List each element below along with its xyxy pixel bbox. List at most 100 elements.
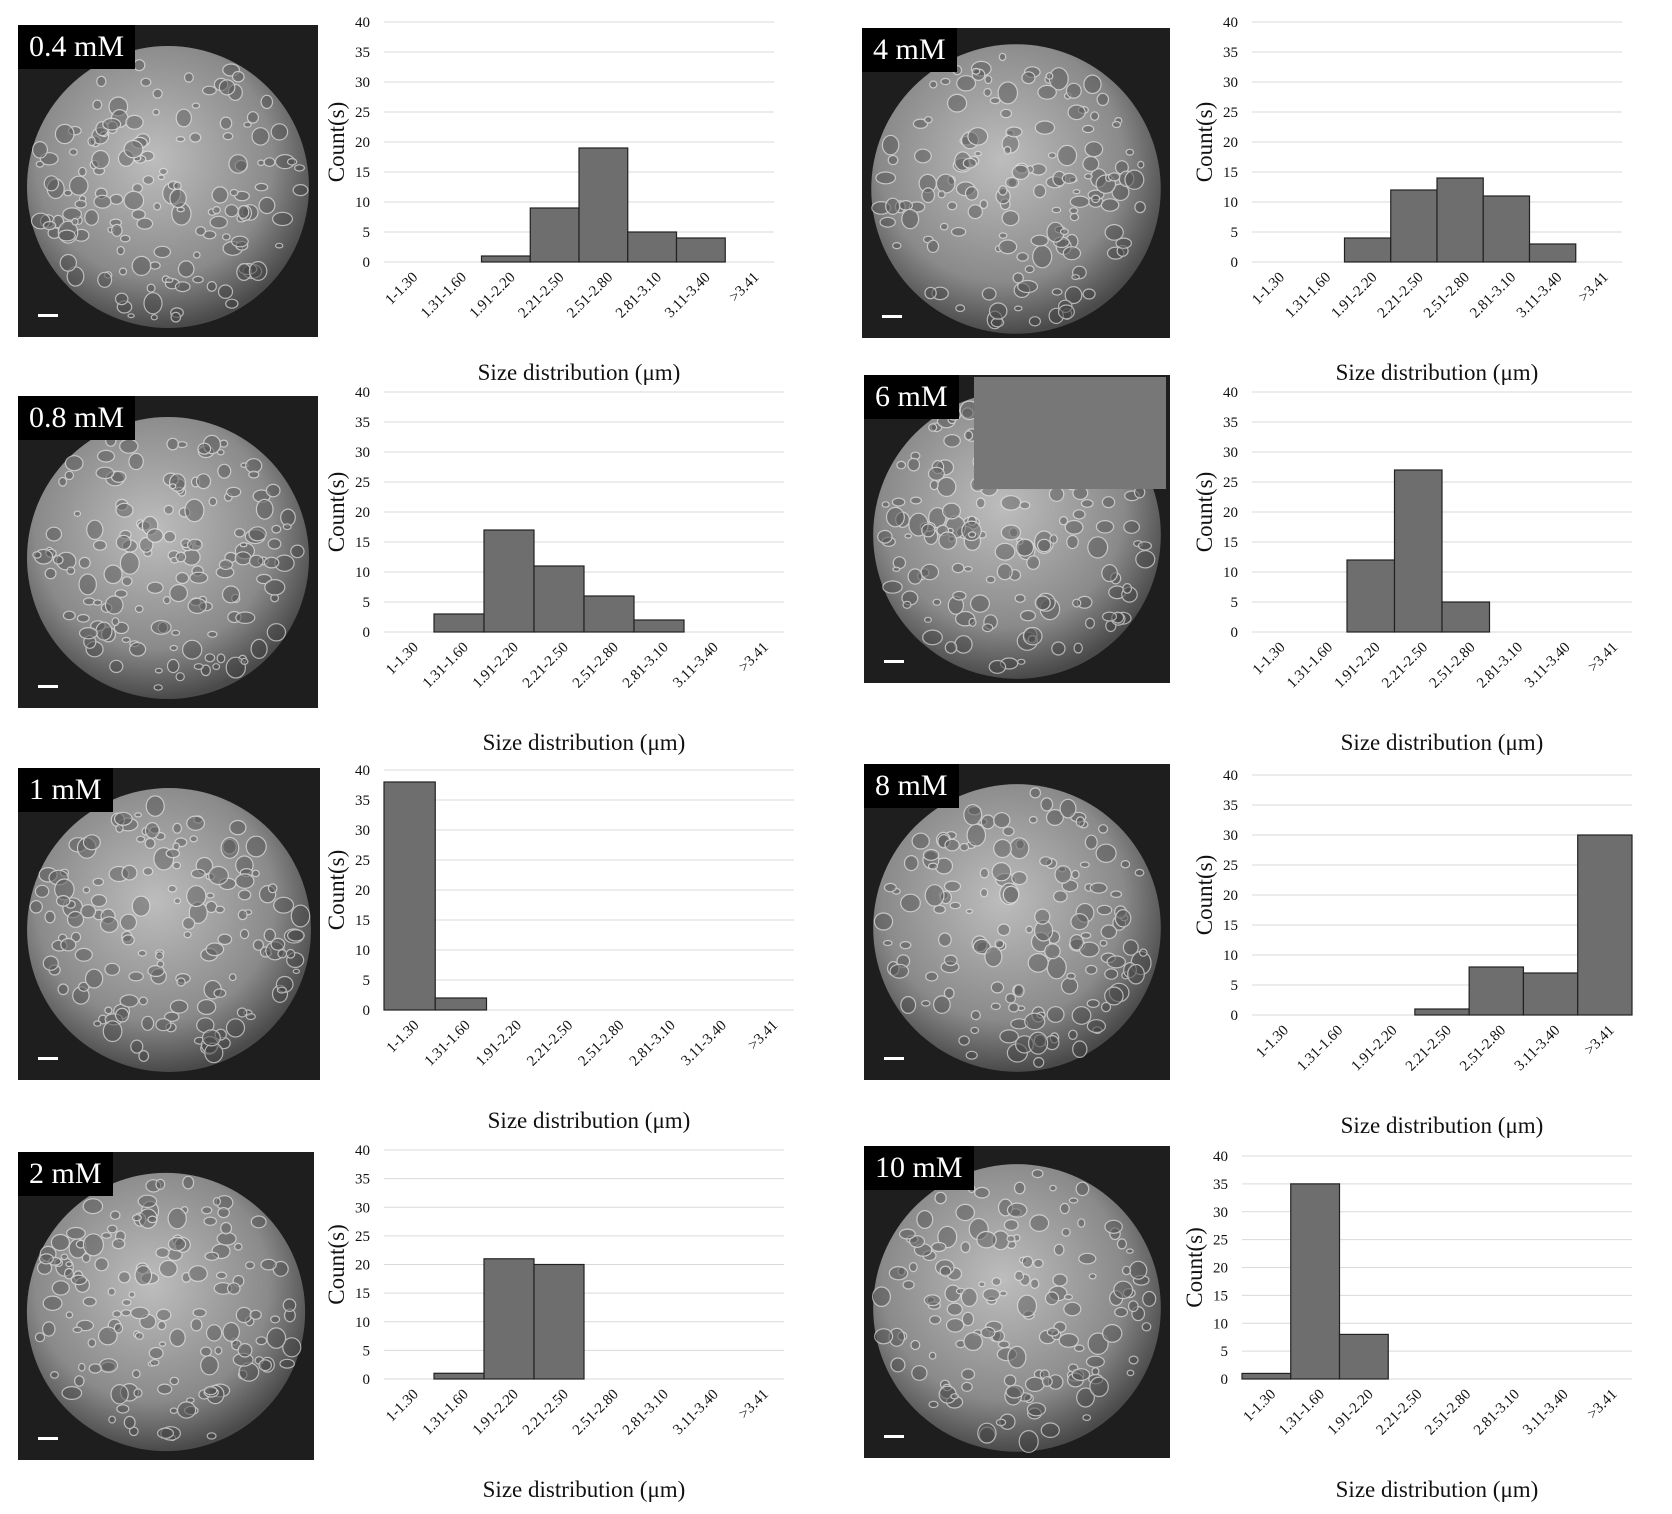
sem-image: 10 mM [864, 1146, 1170, 1458]
y-tick-label: 10 [355, 1315, 370, 1331]
y-axis-label: Count(s) [1192, 472, 1217, 553]
concentration-label: 10 mM [864, 1146, 974, 1190]
x-tick-label: >3.41 [1585, 640, 1621, 676]
y-tick-label: 15 [355, 535, 370, 551]
x-tick-label: 2.21-2.50 [520, 640, 572, 692]
x-tick-label: >3.41 [1582, 1023, 1618, 1059]
x-tick-label: >3.41 [1576, 270, 1612, 306]
y-tick-label: 15 [355, 913, 370, 929]
x-tick-label: 1.31-1.60 [420, 1387, 472, 1439]
histogram-bar [1414, 1008, 1470, 1016]
size-histogram: 0 5 10 15 20 25 30 35 40 1-1.30 1.31-1.60 1.91-2.20… [1190, 382, 1650, 762]
sem-micrograph [18, 25, 318, 337]
y-tick-label: 20 [355, 505, 370, 521]
y-tick-label: 0 [1231, 625, 1239, 641]
sem-micrograph [18, 396, 318, 708]
sem-micrograph [864, 1146, 1170, 1458]
x-tick-label: 1.91-2.20 [473, 1018, 525, 1070]
x-tick-label: >3.41 [745, 1018, 781, 1054]
y-tick-label: 5 [363, 973, 371, 989]
x-tick-label: 1.91-2.20 [467, 270, 519, 322]
histogram-bar [1436, 177, 1484, 263]
y-tick-label: 0 [363, 1003, 371, 1019]
y-tick-label: 25 [355, 1229, 370, 1245]
y-tick-label: 40 [355, 1143, 370, 1159]
y-tick-label: 35 [355, 45, 370, 61]
y-tick-label: 5 [363, 1343, 371, 1359]
x-tick-label: 2.51-2.80 [564, 270, 616, 322]
scale-bar [38, 1437, 58, 1440]
scale-bar [882, 315, 902, 318]
x-tick-label: >3.41 [736, 1387, 772, 1423]
histogram-bar [1390, 189, 1438, 263]
x-tick-label: 1.31-1.60 [422, 1018, 474, 1070]
histogram-bar [483, 1258, 535, 1380]
x-tick-label: 1-1.30 [382, 270, 421, 309]
sem-image: 8 mM [864, 764, 1170, 1080]
y-tick-label: 20 [355, 1258, 370, 1274]
histogram-svg: 0 5 10 15 20 25 30 35 40 1-1.301.31-1.601.91-2.20… [324, 1143, 784, 1502]
y-tick-label: 40 [1223, 385, 1238, 401]
scale-bar [884, 1057, 904, 1060]
histogram-bar [480, 255, 531, 263]
y-tick-label: 40 [1213, 1149, 1228, 1165]
histogram-bar [1241, 1372, 1292, 1380]
y-tick-label: 30 [355, 75, 370, 91]
y-tick-label: 40 [1223, 15, 1238, 31]
x-tick-label: 1.91-2.20 [1328, 270, 1380, 322]
x-axis-label: Size distribution (μm) [483, 1477, 686, 1502]
histogram-bar [1393, 469, 1443, 633]
y-tick-label: 5 [1231, 595, 1239, 611]
x-tick-label: 1.31-1.60 [418, 270, 470, 322]
concentration-label: 0.4 mM [18, 25, 136, 69]
x-tick-label: 1-1.30 [1249, 270, 1288, 309]
histogram-bar [1343, 237, 1392, 263]
histogram-bar [1522, 972, 1579, 1016]
x-tick-label: 2.21-2.50 [515, 270, 567, 322]
y-tick-label: 30 [1223, 445, 1238, 461]
histogram-svg: 0 5 10 15 20 25 30 35 40 1-1.301.31-1.601.91-2.20… [1182, 1149, 1632, 1502]
x-tick-label: 2.51-2.80 [570, 640, 622, 692]
histogram-bar [433, 613, 485, 633]
y-tick-label: 25 [1223, 858, 1238, 874]
y-tick-label: 10 [355, 195, 370, 211]
y-tick-label: 25 [1223, 105, 1238, 121]
x-tick-label: 3.11-3.40 [1520, 1387, 1572, 1439]
x-tick-label: 2.81-3.10 [620, 1387, 672, 1439]
y-tick-label: 30 [1223, 828, 1238, 844]
histogram-bar [578, 147, 629, 263]
x-tick-label: 1-1.30 [383, 640, 422, 679]
histogram-bar [583, 595, 635, 633]
sem-micrograph [18, 1152, 314, 1460]
x-axis-label: Size distribution (μm) [1341, 1113, 1544, 1138]
y-tick-label: 20 [355, 883, 370, 899]
y-tick-label: 15 [355, 165, 370, 181]
y-tick-label: 15 [1223, 918, 1238, 934]
histogram-bar [1468, 966, 1525, 1016]
histogram-svg: 0 5 10 15 20 25 30 35 40 1-1.301.31-1.601.91-2.20… [324, 15, 774, 385]
y-tick-label: 10 [1223, 948, 1238, 964]
x-axis-label: Size distribution (μm) [1336, 1477, 1539, 1502]
concentration-label: 8 mM [864, 764, 959, 808]
x-tick-label: 2.81-3.10 [1467, 270, 1519, 322]
x-tick-label: 1-1.30 [1250, 640, 1289, 679]
y-tick-label: 5 [1221, 1344, 1229, 1360]
y-tick-label: 25 [1223, 475, 1238, 491]
sem-micrograph [862, 28, 1170, 338]
scale-bar [884, 660, 904, 663]
y-tick-label: 0 [1231, 1008, 1239, 1024]
concentration-label: 2 mM [18, 1152, 113, 1196]
y-tick-label: 35 [1223, 415, 1238, 431]
size-histogram: 0 5 10 15 20 25 30 35 40 1-1.30 1.31-1.60 1.91-2.20… [322, 1140, 802, 1509]
y-tick-label: 35 [1223, 45, 1238, 61]
x-tick-label: 1-1.30 [1253, 1023, 1292, 1062]
x-tick-label: 2.21-2.50 [524, 1018, 576, 1070]
y-tick-label: 20 [1213, 1261, 1228, 1277]
histogram-bar [533, 565, 585, 633]
y-tick-label: 40 [355, 763, 370, 779]
x-tick-label: 2.51-2.80 [1427, 640, 1479, 692]
y-tick-label: 25 [355, 475, 370, 491]
histogram-bar [627, 231, 678, 263]
histogram-bar [675, 237, 726, 263]
